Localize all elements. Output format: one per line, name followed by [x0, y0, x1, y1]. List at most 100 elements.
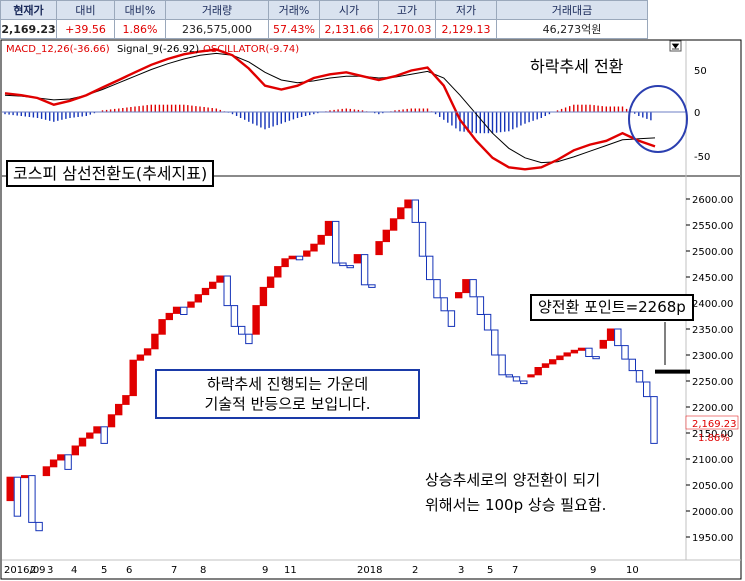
up-brick [563, 352, 571, 357]
down-brick [411, 199, 420, 223]
quote-value-high: 2,170.03 [378, 19, 436, 39]
up-brick [209, 281, 217, 289]
up-brick [534, 367, 542, 376]
up-brick [606, 328, 615, 341]
up-brick [42, 466, 51, 477]
x-axis-label: 8 [200, 565, 206, 576]
quote-value-volume-pct: 57.43% [268, 19, 320, 39]
quote-header-row: 현재가 대비 대비% 거래량 거래% 시가 고가 저가 거래대금 [0, 0, 648, 20]
up-brick [303, 250, 311, 257]
down-brick [64, 454, 72, 470]
x-axis-labels: 2016/092 3 4 5 6 7 8 9 11 2018 2 3 5 7 9 10 [4, 565, 639, 576]
middle-annotation-box: 하락추세 진행되는 가운데 기술적 반등으로 보입니다. [155, 369, 420, 419]
x-axis-label: 2016/09 [4, 565, 46, 576]
three-line-break-bricks [6, 199, 658, 532]
macd-legend-oscillator: OSCILLATOR(-9.74) [203, 44, 299, 55]
down-brick [418, 221, 427, 257]
up-brick [93, 426, 101, 434]
up-brick [324, 220, 333, 236]
up-brick [49, 459, 58, 468]
up-brick [194, 294, 203, 303]
down-brick [520, 380, 528, 385]
up-brick [259, 286, 268, 307]
quote-value-volume: 236,575,000 [165, 19, 269, 39]
price-y-tick-label: 2100.00 [692, 455, 733, 466]
down-brick [368, 284, 376, 288]
quote-value-change: +39.56 [56, 19, 115, 39]
x-axis-label: 11 [284, 565, 297, 576]
quote-table: 현재가 대비 대비% 거래량 거래% 시가 고가 저가 거래대금 2,169.2… [0, 0, 648, 39]
x-axis-label: 5 [487, 565, 493, 576]
up-brick [165, 312, 174, 321]
price-y-tick-label: 2350.00 [692, 325, 733, 336]
up-brick [541, 363, 550, 368]
up-brick [187, 301, 195, 308]
quote-value-open: 2,131.66 [319, 19, 379, 39]
up-brick [397, 207, 405, 220]
up-brick [78, 437, 87, 447]
down-brick [223, 275, 231, 307]
down-brick [505, 374, 514, 378]
bottom-annotation-line2: 위해서는 100p 상승 필요함. [425, 496, 607, 514]
down-brick [650, 396, 658, 444]
quote-label-turnover: 거래대금 [496, 0, 648, 20]
price-y-tick-label: 1950.00 [692, 533, 733, 544]
up-brick [404, 199, 412, 209]
down-brick [614, 328, 622, 347]
price-y-tick-label: 2550.00 [692, 221, 733, 232]
down-brick [483, 313, 492, 331]
down-brick [433, 279, 441, 299]
down-brick [621, 345, 629, 360]
up-brick [455, 292, 463, 299]
down-brick [491, 329, 499, 356]
collapse-arrow-icon [671, 43, 680, 50]
x-axis-label: 7 [171, 565, 177, 576]
up-brick [389, 218, 398, 231]
x-axis-label: 5 [101, 565, 107, 576]
up-brick [216, 275, 224, 283]
price-y-tick-label: 2400.00 [692, 299, 733, 310]
up-brick [375, 241, 383, 256]
quote-value-change-pct: 1.86% [114, 19, 166, 39]
up-brick [353, 254, 362, 264]
quote-label-price: 현재가 [0, 0, 57, 20]
down-brick [360, 254, 369, 286]
down-brick [585, 347, 593, 358]
macd-legend-macd: MACD_12,26(-36.66) [6, 44, 110, 55]
outer-frame [0, 39, 742, 580]
up-brick [570, 349, 579, 354]
price-y-tick-label: 2200.00 [692, 403, 733, 414]
price-y-tick-label: 2500.00 [692, 247, 733, 258]
quote-label-open: 시가 [319, 0, 379, 20]
price-y-tick-label: 2300.00 [692, 351, 733, 362]
up-brick [527, 374, 535, 378]
middle-annotation-line2: 기술적 반등으로 보입니다. [204, 395, 371, 413]
down-brick [332, 220, 340, 264]
x-axis-label: 9 [262, 565, 268, 576]
reversal-highlight-circle [628, 85, 688, 153]
up-brick [201, 287, 210, 296]
price-y-tick-label: 2450.00 [692, 273, 733, 284]
price-y-tick-label: 2250.00 [692, 377, 733, 388]
down-brick [498, 354, 506, 376]
down-brick [238, 325, 246, 335]
macd-y-tick-50: 50 [694, 66, 707, 77]
down-brick [512, 376, 521, 382]
down-brick [245, 333, 253, 345]
up-brick [549, 359, 557, 365]
up-brick [151, 333, 159, 350]
down-brick [592, 356, 600, 360]
up-brick [115, 403, 123, 416]
current-price-badge [685, 415, 739, 430]
up-brick [310, 243, 318, 252]
up-brick [6, 476, 14, 502]
down-brick [230, 305, 239, 327]
x-axis-label: 10 [626, 565, 639, 576]
up-brick [57, 454, 65, 461]
macd-y-tick-neg50: -50 [694, 152, 710, 163]
quote-value-low: 2,129.13 [435, 19, 497, 39]
current-price-label: 2,169.23 [692, 419, 737, 430]
up-brick [122, 395, 130, 405]
x-axis-label: 2018 [357, 565, 382, 576]
